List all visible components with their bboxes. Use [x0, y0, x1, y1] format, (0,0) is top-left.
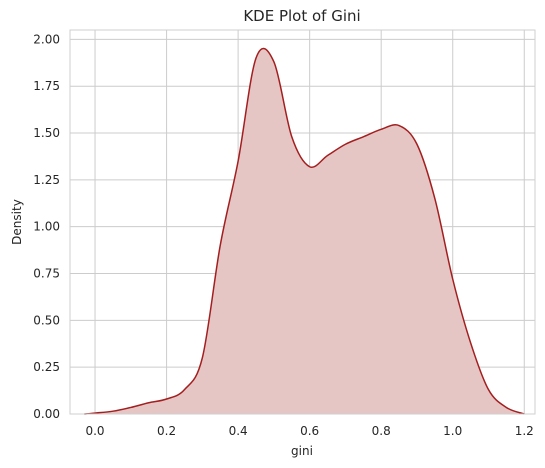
y-tick-label: 2.00 [33, 32, 60, 46]
y-tick-label: 0.50 [33, 313, 60, 327]
x-tick-label: 0.8 [372, 424, 391, 438]
y-tick-label: 1.50 [33, 126, 60, 140]
y-axis-label: Density [10, 199, 24, 245]
x-tick-label: 0.2 [157, 424, 176, 438]
frame-layer [69, 29, 536, 415]
x-tick-label: 1.0 [443, 424, 462, 438]
x-tick-label: 0.4 [229, 424, 248, 438]
y-tick-label: 1.25 [33, 173, 60, 187]
y-tick-label: 0.25 [33, 360, 60, 374]
area-layer [84, 47, 525, 415]
plot-frame [69, 29, 536, 415]
y-tick-label: 1.00 [33, 220, 60, 234]
density-line [84, 47, 525, 415]
y-tick-label: 0.00 [33, 407, 60, 421]
x-tick-label: 1.2 [515, 424, 534, 438]
x-axis-label: gini [291, 444, 313, 458]
x-tick-label: 0.6 [300, 424, 319, 438]
tick-layer: 0.0 0.2 0.4 0.6 0.8 1.0 1.2 0.00 0.25 0.50 0.75 1.0… [33, 32, 534, 438]
chart-title: KDE Plot of Gini [243, 7, 360, 25]
x-tick-label: 0.0 [85, 424, 104, 438]
y-tick-label: 1.75 [33, 79, 60, 93]
y-tick-label: 0.75 [33, 267, 60, 281]
